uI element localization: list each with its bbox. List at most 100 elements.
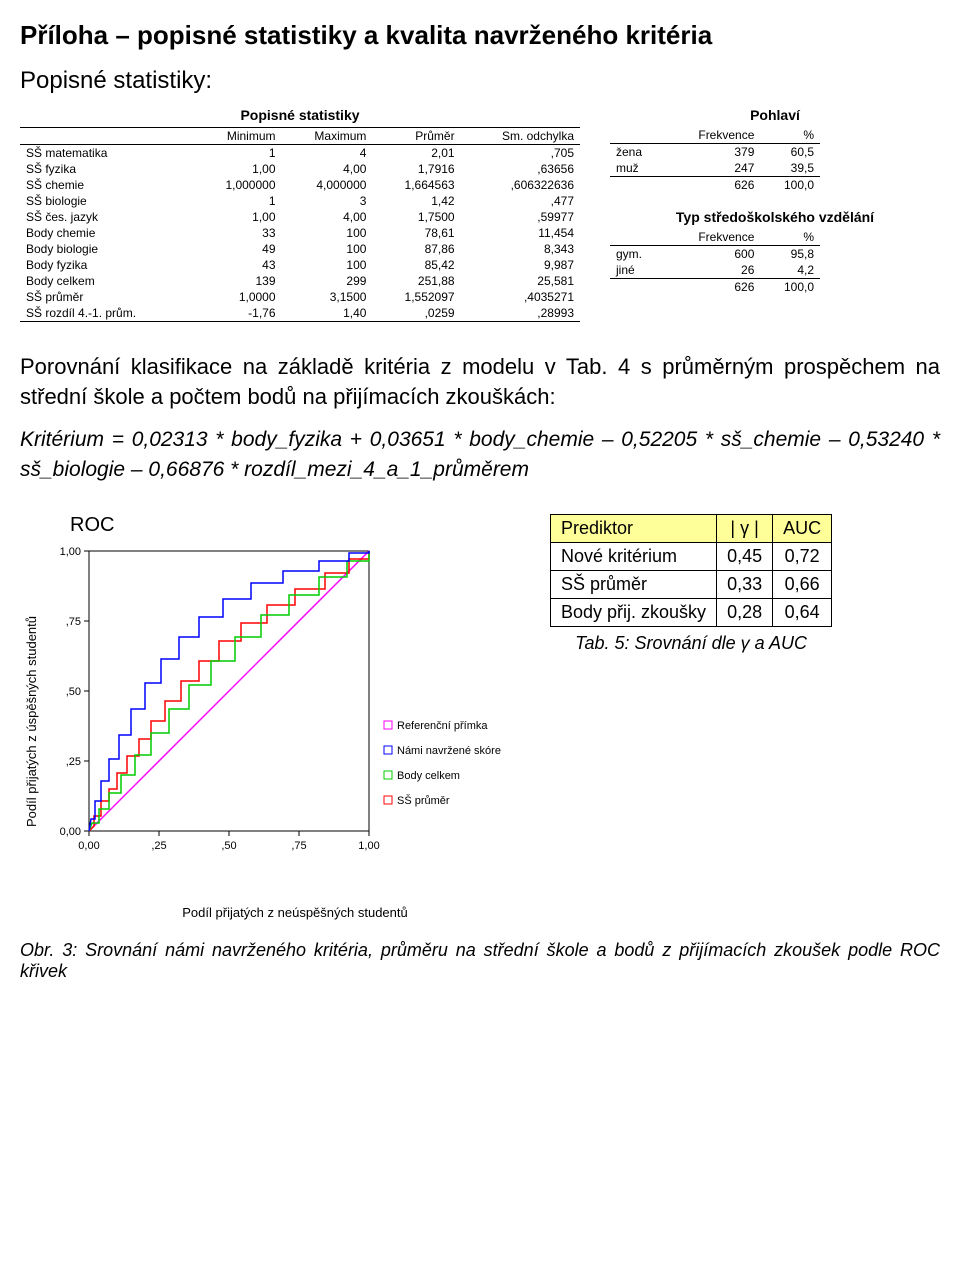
table-cell: 1,664563 [372, 177, 460, 193]
table-cell: jiné [610, 262, 664, 279]
table-cell: SŠ rozdíl 4.-1. prům. [20, 305, 193, 322]
col-header: Sm. odchylka [461, 128, 580, 145]
table-cell: 4,00 [282, 161, 373, 177]
table-cell [610, 177, 664, 194]
table-cell: 2,01 [372, 145, 460, 162]
col-header: | γ | [717, 515, 773, 543]
roc-chart: 0,00 ,25 ,50 ,75 1,00 0,00 ,25 ,50 ,75 1… [39, 541, 519, 901]
table-cell: 8,343 [461, 241, 580, 257]
y-tick: 0,00 [60, 826, 81, 838]
table-cell: gym. [610, 246, 664, 263]
col-header: Průměr [372, 128, 460, 145]
section-subtitle: Popisné statistiky: [20, 67, 940, 95]
stats-table-title: Popisné statistiky [20, 107, 580, 123]
table-cell: SŠ průměr [551, 571, 717, 599]
roc-y-axis-label: Podíl přijatých z úspěšných studentů [20, 541, 39, 901]
table-cell: SŠ fyzika [20, 161, 193, 177]
y-tick: 1,00 [60, 546, 81, 558]
table-cell: Body přij. zkoušky [551, 599, 717, 627]
table-cell: 11,454 [461, 225, 580, 241]
y-tick: ,50 [66, 686, 81, 698]
table-cell: 26 [664, 262, 760, 279]
criterion-formula: Kritérium = 0,02313 * body_fyzika + 0,03… [20, 425, 940, 484]
table-cell: 600 [664, 246, 760, 263]
x-tick: ,50 [221, 840, 236, 852]
table-cell: ,63656 [461, 161, 580, 177]
x-tick: ,75 [291, 840, 306, 852]
table-cell: 0,45 [717, 543, 773, 571]
gender-table: Frekvence % žena37960,5muž24739,5626100,… [610, 127, 820, 193]
table-cell: 100,0 [760, 279, 820, 296]
col-header: Frekvence [664, 127, 760, 144]
col-header [610, 127, 664, 144]
table-cell: SŠ chemie [20, 177, 193, 193]
table-cell: 60,5 [760, 144, 820, 161]
table-cell: 4 [282, 145, 373, 162]
predictor-caption: Tab. 5: Srovnání dle γ a AUC [550, 633, 832, 654]
table-cell: ,606322636 [461, 177, 580, 193]
table-cell: Body chemie [20, 225, 193, 241]
table-cell: 379 [664, 144, 760, 161]
table-cell: 251,88 [372, 273, 460, 289]
figure-caption: Obr. 3: Srovnání námi navrženého kritéri… [20, 940, 940, 982]
table-cell: 100 [282, 257, 373, 273]
table-cell: 1,7916 [372, 161, 460, 177]
table-cell: ,0259 [372, 305, 460, 322]
formula-body: = 0,02313 * body_fyzika + 0,03651 * body… [20, 428, 940, 480]
col-header: Maximum [282, 128, 373, 145]
table-cell: ,477 [461, 193, 580, 209]
table-cell: 4,00 [282, 209, 373, 225]
table-cell: 100 [282, 225, 373, 241]
page-title: Příloha – popisné statistiky a kvalita n… [20, 20, 940, 51]
table-cell: 139 [193, 273, 281, 289]
col-header: Frekvence [664, 229, 760, 246]
table-cell: -1,76 [193, 305, 281, 322]
table-cell: 39,5 [760, 160, 820, 177]
comparison-paragraph: Porovnání klasifikace na základě kritéri… [20, 352, 940, 411]
col-header [20, 128, 193, 145]
gender-table-title: Pohlaví [610, 107, 940, 123]
roc-section: ROC Podíl přijatých z úspěšných studentů… [20, 514, 940, 920]
predictor-block: Prediktor | γ | AUC Nové kritérium0,450,… [550, 514, 832, 654]
table-cell: SŠ čes. jazyk [20, 209, 193, 225]
stats-table: Minimum Maximum Průměr Sm. odchylka SŠ m… [20, 127, 580, 322]
table-cell: Body fyzika [20, 257, 193, 273]
table-cell: 9,987 [461, 257, 580, 273]
table-cell: 0,28 [717, 599, 773, 627]
table-cell: 78,61 [372, 225, 460, 241]
legend-label: SŠ průměr [397, 794, 450, 807]
table-cell: SŠ matematika [20, 145, 193, 162]
col-header: Prediktor [551, 515, 717, 543]
x-tick: 1,00 [358, 840, 379, 852]
legend-label: Námi navržené skóre [397, 745, 501, 757]
col-header: % [760, 127, 820, 144]
table-cell: 1,000000 [193, 177, 281, 193]
table-cell: 0,33 [717, 571, 773, 599]
table-cell: 87,86 [372, 241, 460, 257]
table-cell: 25,581 [461, 273, 580, 289]
table-cell: ,28993 [461, 305, 580, 322]
table-cell: ,59977 [461, 209, 580, 225]
table-cell: SŠ průměr [20, 289, 193, 305]
table-cell: 1,0000 [193, 289, 281, 305]
table-cell: ,4035271 [461, 289, 580, 305]
predictor-table: Prediktor | γ | AUC Nové kritérium0,450,… [550, 514, 832, 627]
legend-label: Referenční přímka [397, 720, 488, 732]
edu-table-title: Typ středoškolského vzdělání [610, 209, 940, 225]
table-cell: 3 [282, 193, 373, 209]
table-cell: ,705 [461, 145, 580, 162]
table-cell: 626 [664, 177, 760, 194]
roc-title: ROC [70, 514, 520, 537]
table-cell: 0,64 [773, 599, 832, 627]
table-cell: SŠ biologie [20, 193, 193, 209]
table-cell: 85,42 [372, 257, 460, 273]
table-cell: žena [610, 144, 664, 161]
x-tick: ,25 [151, 840, 166, 852]
x-tick: 0,00 [78, 840, 99, 852]
col-header: AUC [773, 515, 832, 543]
table-cell: 247 [664, 160, 760, 177]
table-cell: 4,2 [760, 262, 820, 279]
table-cell: Body celkem [20, 273, 193, 289]
table-cell [610, 279, 664, 296]
table-cell: 0,72 [773, 543, 832, 571]
